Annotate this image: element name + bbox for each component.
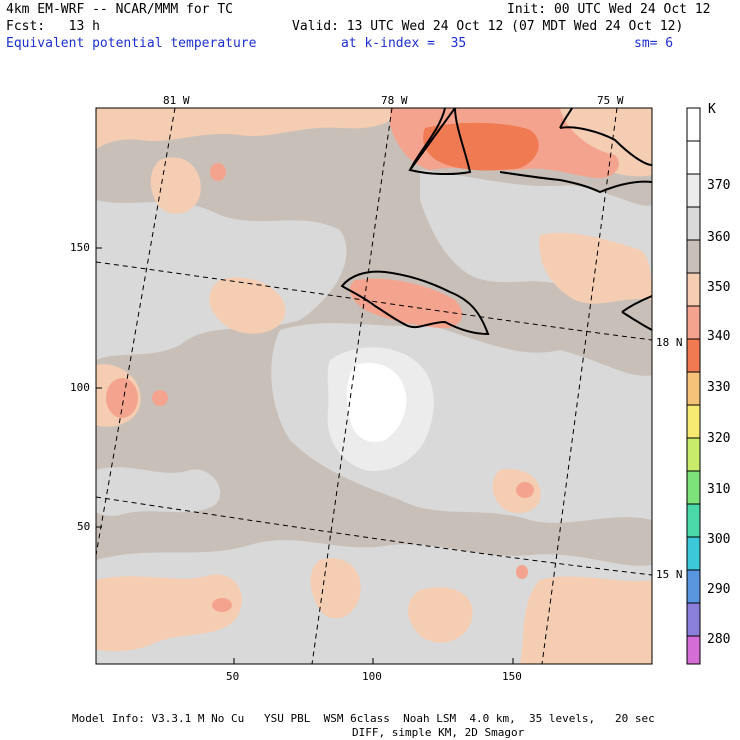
parallel-15n [96, 496, 652, 576]
legend-swatch-3 [686, 206, 701, 241]
legend-swatch-12 [686, 503, 701, 538]
field-salmon-center [349, 278, 463, 329]
legend-swatch-13 [686, 536, 701, 571]
field-salmon-e [516, 482, 534, 498]
coastline-hispaniola [621, 295, 652, 331]
legend-swatch-15 [686, 602, 701, 637]
field-salmon-west2 [152, 390, 168, 406]
forecast-hour: Fcst: 13 h [6, 19, 100, 34]
legend-swatch-10 [686, 437, 701, 472]
meridian-78w [311, 108, 393, 664]
legend-swatch-4 [686, 239, 701, 274]
plot-frame [95, 107, 653, 665]
field-peach-north [96, 108, 400, 150]
legend-label-280: 280 [707, 632, 731, 647]
y-tick-100: 100 [70, 381, 90, 394]
smoothing-label: sm= 6 [634, 36, 674, 51]
field-gray-south [96, 540, 652, 664]
footer-diffusion-info: DIFF, simple KM, 2D Smagor [352, 726, 525, 739]
field-peach-s1 [310, 558, 361, 619]
legend-unit: K [708, 102, 716, 117]
field-red-core [423, 122, 539, 171]
coastline-jamaica [340, 270, 490, 336]
field-white-core [346, 362, 407, 442]
legend-label-320: 320 [707, 431, 731, 446]
legend-swatch-14 [686, 569, 701, 604]
parallel-18n [96, 261, 652, 341]
legend-swatch-1 [686, 140, 701, 175]
legend-label-350: 350 [707, 280, 731, 295]
field-gray-west [96, 467, 221, 516]
field-peach-nw [150, 157, 201, 214]
x-tick-150: 150 [502, 670, 522, 683]
field-salmon-west [106, 378, 138, 418]
legend-swatch-7 [686, 338, 701, 373]
footer-model-info: Model Info: V3.3.1 M No Cu YSU PBL WSM 6… [72, 712, 655, 725]
map-field [96, 108, 652, 664]
legend-swatch-11 [686, 470, 701, 505]
legend-label-370: 370 [707, 178, 731, 193]
lon-label-78w: 78 W [381, 94, 408, 107]
legend-swatch-9 [686, 404, 701, 439]
field-peach-east [539, 232, 652, 304]
coastline-cuba-east [499, 108, 652, 194]
legend-label-300: 300 [707, 532, 731, 547]
y-tick-50: 50 [77, 520, 91, 533]
legend-colorbar [686, 107, 701, 665]
legend-swatch-0 [686, 107, 701, 142]
legend-label-310: 310 [707, 482, 731, 497]
graticule [96, 108, 652, 664]
model-title: 4km EM-WRF -- NCAR/MMM for TC [6, 2, 233, 17]
field-name: Equivalent potential temperature [6, 36, 257, 51]
coastline-cuba-west [408, 108, 472, 176]
legend-swatch-16 [686, 635, 701, 665]
field-salmon-se [516, 565, 528, 579]
field-peach-ne [540, 108, 652, 177]
x-tick-100: 100 [362, 670, 382, 683]
field-salmon-sw [212, 598, 232, 612]
meridian-81w [96, 108, 176, 556]
field-peach-sw [96, 574, 242, 652]
legend-swatch-6 [686, 305, 701, 340]
valid-time: Valid: 13 UTC Wed 24 Oct 12 (07 MDT Wed … [292, 19, 684, 34]
y-tick-150: 150 [70, 241, 90, 254]
legend-label-290: 290 [707, 582, 731, 597]
lat-label-15n: 15 N [656, 568, 683, 581]
legend-swatch-2 [686, 173, 701, 208]
field-peach-c1 [209, 277, 286, 334]
init-time: Init: 00 UTC Wed 24 Oct 12 [507, 2, 711, 17]
legend-swatch-5 [686, 272, 701, 307]
level-label: at k-index = 35 [341, 36, 467, 51]
x-tick-50: 50 [226, 670, 240, 683]
axis-ticks [96, 247, 514, 664]
legend-label-330: 330 [707, 380, 731, 395]
lat-label-18n: 18 N [656, 336, 683, 349]
legend-label-340: 340 [707, 329, 731, 344]
field-peach-se [520, 576, 652, 664]
lon-label-81w: 81 W [163, 94, 190, 107]
meridian-75w [541, 108, 618, 664]
legend-swatch-8 [686, 371, 701, 406]
field-peach-s2 [408, 587, 473, 643]
field-salmon-nw [210, 163, 226, 181]
lon-label-75w: 75 W [597, 94, 624, 107]
legend-label-360: 360 [707, 230, 731, 245]
